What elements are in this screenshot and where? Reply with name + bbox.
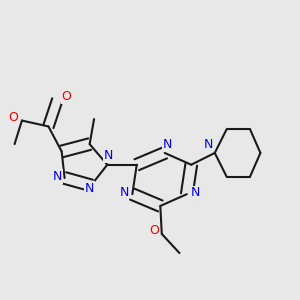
Text: N: N <box>85 182 94 195</box>
Text: N: N <box>52 170 62 183</box>
Text: N: N <box>119 186 129 199</box>
Text: O: O <box>8 110 18 124</box>
Text: O: O <box>149 224 159 238</box>
Text: N: N <box>190 186 200 199</box>
Text: O: O <box>61 90 71 103</box>
Text: N: N <box>163 138 172 151</box>
Text: N: N <box>104 149 113 162</box>
Text: N: N <box>204 138 214 151</box>
